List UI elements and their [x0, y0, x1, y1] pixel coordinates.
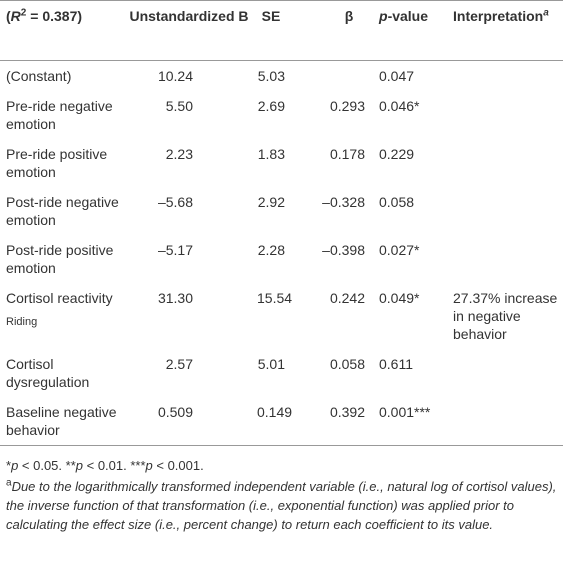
table-cell: 0.049*	[379, 290, 420, 306]
table-cell: (Constant)	[6, 68, 72, 84]
table-cell: 2.57	[165, 356, 193, 372]
text: R	[10, 8, 21, 24]
footnote: *p < 0.05. **p < 0.01. ***p < 0.001.	[6, 456, 557, 475]
table-cell: Baseline negative behavior	[6, 404, 117, 438]
text: Riding	[6, 315, 38, 328]
table-cell: Pre-ride negative emotion	[6, 98, 113, 132]
table-body: (Constant) 10.24 5.03 0.047 Pre-ride negativ…	[0, 61, 563, 446]
table-cell: 0.027*	[379, 242, 420, 258]
table-cell: 5.01	[257, 356, 285, 372]
table-row: Post-ride positive emotion –5.17 2.28 –0.39…	[0, 235, 563, 283]
table-row: Post-ride negative emotion –5.68 2.92 –0.32…	[0, 187, 563, 235]
header-cell: p-value	[373, 0, 447, 61]
table-cell: Cortisol reactivity Riding	[0, 283, 125, 349]
text: p	[145, 458, 153, 473]
footnotes: *p < 0.05. **p < 0.01. ***p < 0.001. aDu…	[0, 446, 563, 534]
table-cell: 0.293	[329, 98, 365, 114]
table-row: (Constant) 10.24 5.03 0.047	[0, 61, 563, 92]
table-row: Cortisol dysregulation 2.57 5.01 0.058 0.611	[0, 349, 563, 397]
header-cell: (R2 = 0.387)	[0, 0, 125, 61]
table-cell: Pre-ride positive emotion	[6, 146, 108, 180]
table-cell	[447, 235, 563, 283]
table-cell: 0.058	[379, 194, 415, 210]
header-row: (R2 = 0.387) Unstandardized B SE β p-val…	[0, 0, 563, 61]
table-cell	[447, 187, 563, 235]
table-cell: 10.24	[157, 68, 193, 84]
table-cell: 0.047	[379, 68, 415, 84]
table-cell: –0.398	[322, 242, 365, 258]
header-cell: SE	[253, 0, 293, 61]
table-cell: 27.37% increase in negative behavior	[453, 290, 558, 342]
table-cell	[447, 139, 563, 187]
table-cell: 0.229	[379, 146, 415, 162]
text: Due to the logarithmically transformed i…	[6, 479, 557, 532]
text: p	[11, 458, 19, 473]
table-cell: –0.328	[322, 194, 365, 210]
table-cell	[447, 91, 563, 139]
text: Cortisol reactivity	[6, 290, 113, 306]
table-cell: 0.046*	[379, 98, 420, 114]
header-cell: Unstandardized B	[125, 0, 253, 61]
table-cell	[447, 349, 563, 397]
text: < 0.01. ***	[83, 458, 146, 473]
footnote: aDue to the logarithmically transformed …	[6, 477, 557, 534]
header-cell: β	[293, 0, 373, 61]
table-row: Pre-ride positive emotion 2.23 1.83 0.178 0.…	[0, 139, 563, 187]
table-cell	[447, 61, 563, 92]
table-cell: 0.392	[329, 404, 365, 420]
table-cell: –5.17	[157, 242, 193, 258]
table-cell: 5.50	[165, 98, 193, 114]
table-cell: 0.242	[329, 290, 365, 306]
text: (	[6, 8, 11, 24]
text: p	[379, 8, 388, 24]
table-cell: 0.149	[257, 404, 293, 420]
table-cell: 0.178	[329, 146, 365, 162]
text: = 0.387)	[26, 8, 83, 24]
text: 2	[20, 7, 27, 19]
text: p	[75, 458, 83, 473]
table-cell: 1.83	[257, 146, 285, 162]
table-cell: –5.68	[157, 194, 193, 210]
table-cell: 2.92	[257, 194, 285, 210]
table-cell: 2.28	[257, 242, 285, 258]
table-cell: Cortisol dysregulation	[6, 356, 90, 390]
table-cell: 0.058	[329, 356, 365, 372]
table-cell: 0.001***	[379, 404, 431, 420]
text: < 0.001.	[152, 458, 204, 473]
table-cell: 2.23	[165, 146, 193, 162]
table-cell: 0.509	[157, 404, 193, 420]
text: a	[6, 477, 12, 489]
table-cell: 5.03	[257, 68, 285, 84]
table-cell	[293, 61, 373, 92]
text: a	[543, 7, 549, 19]
table-cell: 31.30	[157, 290, 193, 306]
header-cell: Interpretationa	[447, 0, 563, 61]
table-cell: 15.54	[257, 290, 293, 306]
table-cell: Post-ride negative emotion	[6, 194, 119, 228]
table-row: Pre-ride negative emotion 5.50 2.69 0.293 0.…	[0, 91, 563, 139]
regression-table: (R2 = 0.387) Unstandardized B SE β p-val…	[0, 0, 563, 446]
table-cell: 2.69	[257, 98, 285, 114]
text: -value	[387, 8, 429, 24]
table-row: Cortisol reactivity Riding 31.30 15.54 0.24…	[0, 283, 563, 349]
text: < 0.05. **	[18, 458, 76, 473]
text: *	[6, 458, 12, 473]
table-cell: Post-ride positive emotion	[6, 242, 114, 276]
table-row: Baseline negative behavior 0.509 0.149 0.39…	[0, 397, 563, 446]
text: Interpretation	[453, 8, 544, 24]
table-cell: 0.611	[379, 356, 413, 372]
table-cell	[447, 397, 563, 446]
